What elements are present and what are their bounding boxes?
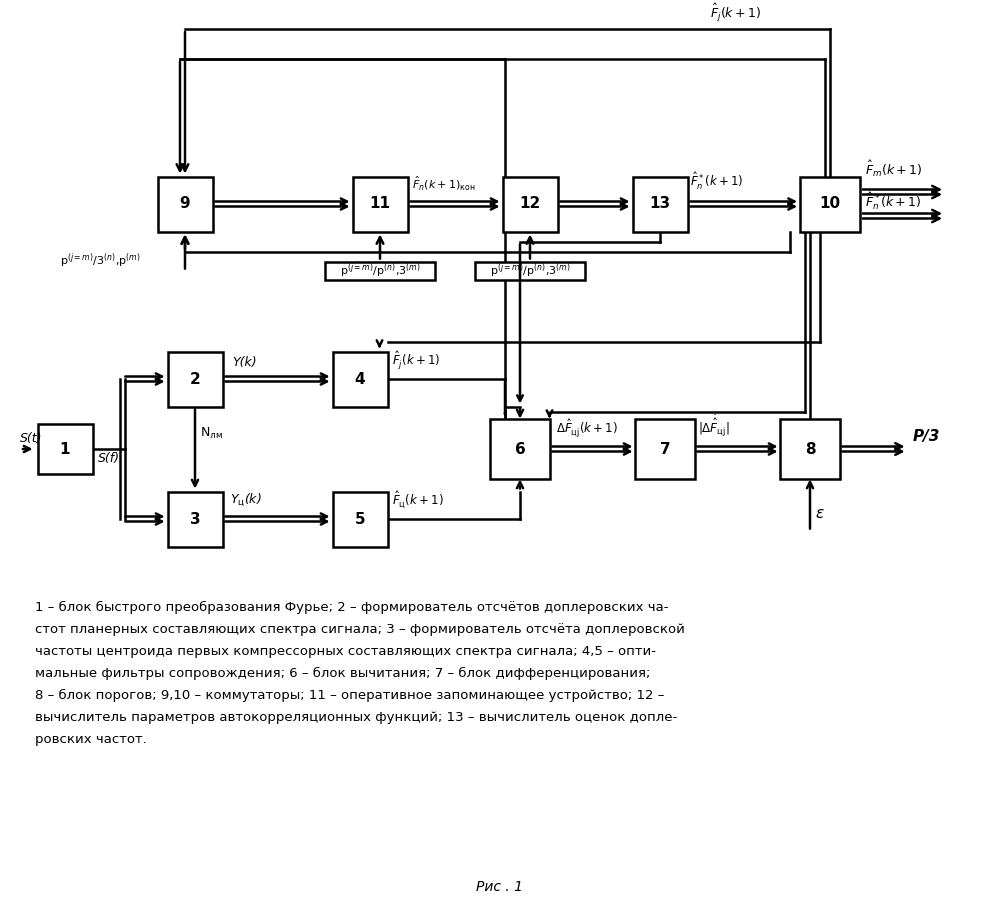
Text: S(f): S(f) xyxy=(98,452,120,465)
Bar xyxy=(325,262,435,279)
Bar xyxy=(490,419,550,479)
Text: P/3: P/3 xyxy=(912,429,940,444)
Bar xyxy=(632,176,687,232)
Text: Рис . 1: Рис . 1 xyxy=(476,880,522,894)
Text: S(t): S(t) xyxy=(20,432,43,445)
Text: Y$_{\rm ц}$(k): Y$_{\rm ц}$(k) xyxy=(231,492,263,509)
Text: $\hat{F}_n^*(k+1)$: $\hat{F}_n^*(k+1)$ xyxy=(865,190,922,212)
Text: мальные фильтры сопровождения; 6 – блок вычитания; 7 – блок дифференцирования;: мальные фильтры сопровождения; 6 – блок … xyxy=(35,667,650,680)
Text: 13: 13 xyxy=(649,197,670,211)
Text: $\hat{F}_n(k+1)_{\rm кон}$: $\hat{F}_n(k+1)_{\rm кон}$ xyxy=(413,174,477,192)
Text: $|\Delta\dot{\hat{F}}_{\rm цj}|$: $|\Delta\dot{\hat{F}}_{\rm цj}|$ xyxy=(697,414,729,439)
Text: 11: 11 xyxy=(370,197,391,211)
Text: $\varepsilon$: $\varepsilon$ xyxy=(815,506,825,521)
Text: $\hat{F}_j(k+1)$: $\hat{F}_j(k+1)$ xyxy=(710,2,761,24)
Text: стот планерных составляющих спектра сигнала; 3 – формирователь отсчёта доплеровс: стот планерных составляющих спектра сигн… xyxy=(35,623,685,636)
Text: 12: 12 xyxy=(519,197,540,211)
Text: 5: 5 xyxy=(355,512,366,527)
Text: 1 – блок быстрого преобразования Фурье; 2 – формирователь отсчётов доплеровских : 1 – блок быстрого преобразования Фурье; … xyxy=(35,601,668,614)
Bar xyxy=(635,419,695,479)
Text: $\hat{F}_m(k+1)$: $\hat{F}_m(k+1)$ xyxy=(865,159,922,179)
Bar xyxy=(158,176,213,232)
Text: 4: 4 xyxy=(355,371,366,387)
Bar xyxy=(475,262,585,279)
Bar xyxy=(502,176,557,232)
Text: 2: 2 xyxy=(190,371,201,387)
Bar xyxy=(333,351,388,406)
Text: 8: 8 xyxy=(804,441,815,457)
Text: $\hat{F}_j(k+1)$: $\hat{F}_j(k+1)$ xyxy=(393,349,441,371)
Text: 9: 9 xyxy=(180,197,191,211)
Bar xyxy=(168,351,223,406)
Text: $\hat{F}_n^*(k+1)$: $\hat{F}_n^*(k+1)$ xyxy=(690,171,744,192)
Text: N$_{\rm лм}$: N$_{\rm лм}$ xyxy=(200,425,223,441)
Text: p$^{(j=m)}$/p$^{(n)}$,3$^{(m)}$: p$^{(j=m)}$/p$^{(n)}$,3$^{(m)}$ xyxy=(490,261,570,279)
Text: $\hat{F}_{\rm ц}(k+1)$: $\hat{F}_{\rm ц}(k+1)$ xyxy=(393,490,445,511)
Text: 8 – блок порогов; 9,10 – коммутаторы; 11 – оперативное запоминающее устройство; : 8 – блок порогов; 9,10 – коммутаторы; 11… xyxy=(35,689,664,702)
Bar xyxy=(353,176,408,232)
Text: Y(k): Y(k) xyxy=(233,356,257,369)
Text: частоты центроида первых компрессорных составляющих спектра сигнала; 4,5 – опти-: частоты центроида первых компрессорных с… xyxy=(35,645,656,658)
Text: p$^{(j=m)}$/p$^{(n)}$,3$^{(m)}$: p$^{(j=m)}$/p$^{(n)}$,3$^{(m)}$ xyxy=(340,261,421,279)
Text: вычислитель параметров автокорреляционных функций; 13 – вычислитель оценок допле: вычислитель параметров автокорреляционны… xyxy=(35,711,677,724)
Text: 1: 1 xyxy=(60,441,70,457)
Text: 6: 6 xyxy=(514,441,525,457)
Text: p$^{(j=m)}$/3$^{(n)}$,p$^{(m)}$: p$^{(j=m)}$/3$^{(n)}$,p$^{(m)}$ xyxy=(60,251,141,269)
Bar xyxy=(38,424,93,474)
Bar xyxy=(780,419,840,479)
Text: ровских частот.: ровских частот. xyxy=(35,733,147,746)
Bar xyxy=(800,176,860,232)
Text: 7: 7 xyxy=(659,441,670,457)
Bar xyxy=(333,492,388,547)
Text: 3: 3 xyxy=(190,512,201,527)
Text: 10: 10 xyxy=(819,197,840,211)
Bar xyxy=(168,492,223,547)
Text: $\Delta\hat{F}_{\rm цj}(k+1)$: $\Delta\hat{F}_{\rm цj}(k+1)$ xyxy=(555,417,617,439)
